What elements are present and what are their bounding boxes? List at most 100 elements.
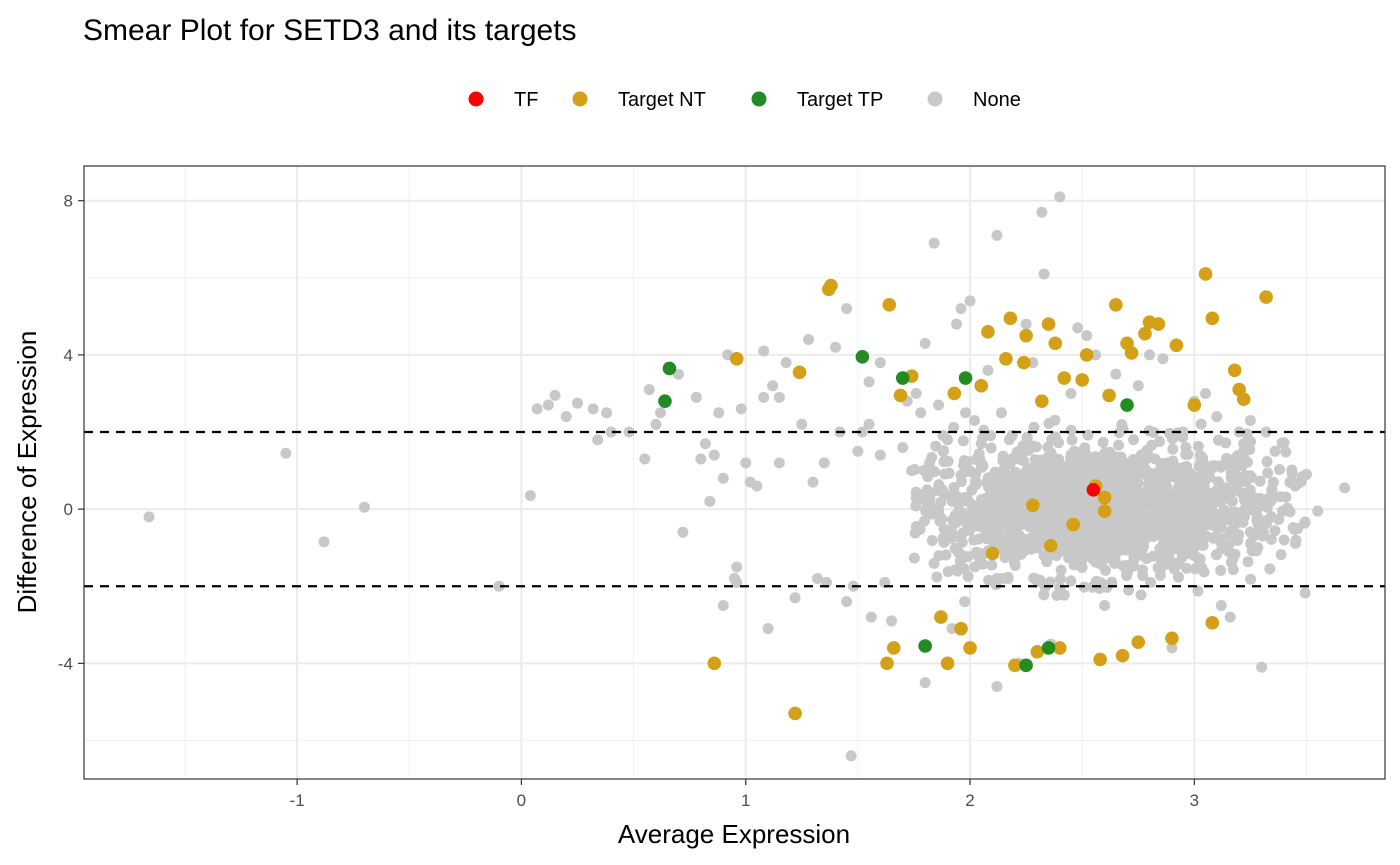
point-none [841,303,853,315]
y-tick-label: 4 [64,346,73,365]
point-none [1254,500,1266,512]
point-none [938,456,950,468]
point-none [1127,434,1139,446]
point-none [672,368,684,380]
point-none [1264,563,1276,575]
point-none [1049,468,1061,480]
legend-label-tf: TF [514,89,538,111]
point-none [1163,531,1175,543]
point-none [1225,556,1237,568]
point-none [1130,483,1142,495]
point-none [1256,661,1268,673]
point-none [1269,525,1281,537]
point-none [983,574,995,586]
point-none [690,391,702,403]
point-none [997,544,1009,556]
point-none [962,551,974,563]
point-none [1240,472,1252,484]
point-none [699,438,711,450]
legend-label-target-nt: Target NT [618,89,706,111]
point-none [1141,484,1153,496]
point-none [1184,476,1196,488]
point-none [803,333,815,345]
point-none [1021,431,1033,443]
point-none [874,357,886,369]
point-target-nt [1205,616,1220,630]
point-none [1020,318,1032,330]
point-none [1300,468,1312,480]
point-none [820,576,832,588]
point-target-nt [1017,355,1031,370]
point-none [1274,463,1286,475]
point-none [1099,447,1111,459]
point-none [1135,589,1147,601]
point-none [1254,515,1266,527]
point-none [1009,559,1021,571]
point-none [1049,431,1061,443]
point-target-nt [954,621,968,636]
point-none [1045,478,1057,490]
point-none [1099,600,1111,612]
point-none [1112,461,1124,473]
point-none [947,514,959,526]
point-none [1228,519,1240,531]
point-none [1038,268,1050,280]
point-none [978,424,990,436]
point-none [955,469,967,481]
point-none [1117,517,1129,529]
point-none [1214,516,1226,528]
point-target-nt [1008,658,1022,673]
point-none [1141,447,1153,459]
point-none [910,387,922,399]
point-none [1090,349,1102,361]
point-none [1125,491,1137,503]
point-target-nt [880,656,894,671]
point-none [1175,464,1187,476]
point-none [981,517,993,529]
point-none [1087,503,1099,515]
point-none [318,536,330,548]
point-none [957,435,969,447]
point-none [946,623,958,635]
point-none [1172,571,1184,583]
point-none [1075,534,1087,546]
point-none [1195,496,1207,508]
point-none [1055,564,1067,576]
point-target-nt [1259,290,1273,304]
point-none [1215,600,1227,612]
point-target-nt [940,656,955,671]
point-none [789,592,801,604]
point-none [1284,506,1296,518]
point-none [643,384,655,396]
point-none [1121,567,1133,579]
point-target-nt [1075,373,1089,387]
point-none [1169,559,1181,571]
point-none [1286,468,1298,480]
y-tick-label: -4 [58,654,73,673]
point-none [796,418,808,430]
point-none [1216,533,1228,545]
point-none [592,434,604,446]
point-none [1166,642,1178,654]
point-none [948,421,960,433]
point-none [926,534,938,546]
point-none [1018,455,1030,467]
point-none [937,445,949,457]
point-none [992,528,1004,540]
point-target-nt [1079,348,1094,362]
point-none [1234,452,1246,464]
threshold-lines [84,430,1385,588]
point-none [1003,434,1015,446]
point-none [1054,582,1066,594]
point-none [982,364,994,376]
point-target-nt [1131,635,1146,649]
point-target-nt [1097,490,1112,505]
point-none [933,399,945,411]
legend-key-none [927,91,943,107]
point-none [1159,558,1171,570]
point-target-nt [882,297,897,312]
point-target-nt [947,386,962,401]
point-none [767,380,779,392]
point-target-nt [1043,538,1058,553]
x-axis: -1 0 1 2 3 [290,779,1199,810]
